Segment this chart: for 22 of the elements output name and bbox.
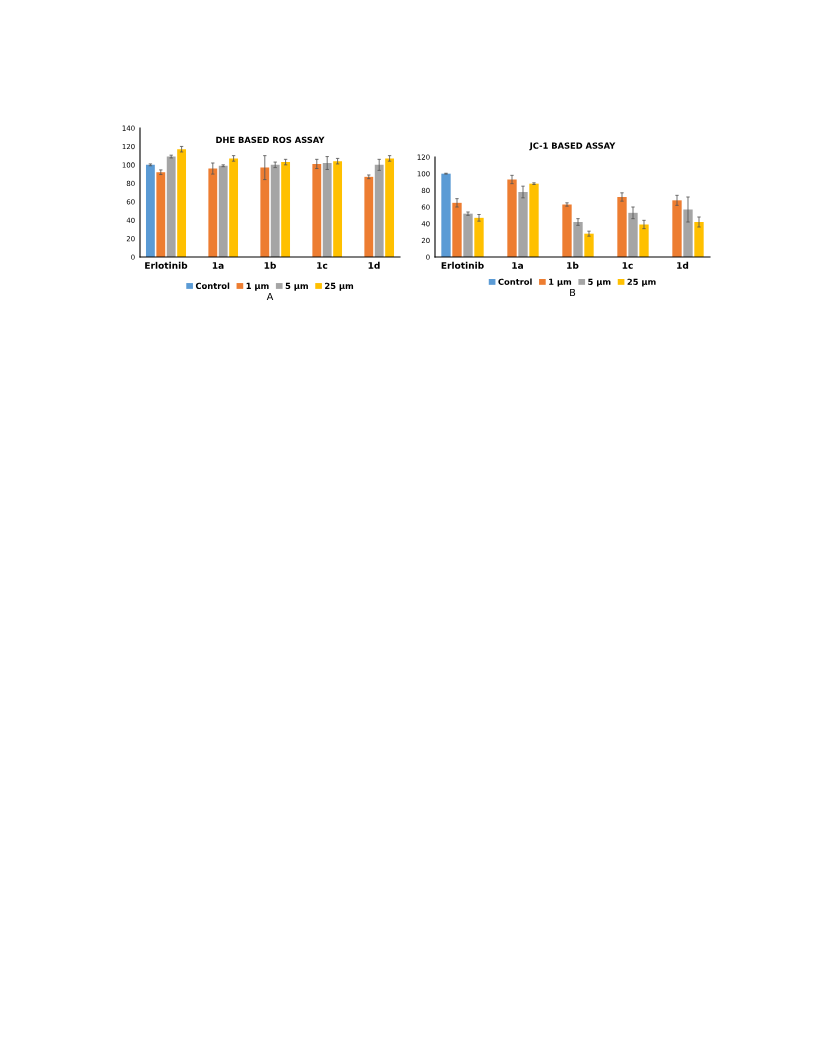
x-tick-label: 1a <box>512 262 523 269</box>
legend-label: Control <box>195 282 230 290</box>
x-tick-label: 1b <box>567 261 579 269</box>
legend-label: 5 µm <box>285 282 308 291</box>
x-tick-label: 1a <box>212 262 224 269</box>
x-tick-label: 1d <box>677 261 689 269</box>
legend-label: 25 µm <box>627 278 656 287</box>
x-tick-label: 1c <box>622 262 633 269</box>
text: A <box>266 292 274 300</box>
legend-label: 1 µm <box>549 278 572 287</box>
legend-label: 5 µm <box>588 278 611 287</box>
text: DHE BASED ROS ASSAY <box>216 136 325 144</box>
x-tick-label: 1b <box>264 261 276 269</box>
x-tick-label: 1c <box>317 262 328 269</box>
x-tick-label: Erlotinib <box>441 261 484 269</box>
x-tick-label: Erlotinib <box>145 261 188 269</box>
text: B <box>570 288 576 296</box>
legend-label: Control <box>498 278 532 285</box>
x-tick-label: 1d <box>368 261 380 269</box>
chart-title: JC-1 BASED ASSAY <box>529 142 616 151</box>
legend-label: 25 µm <box>325 282 354 291</box>
legend-label: 1 µm <box>246 282 269 291</box>
